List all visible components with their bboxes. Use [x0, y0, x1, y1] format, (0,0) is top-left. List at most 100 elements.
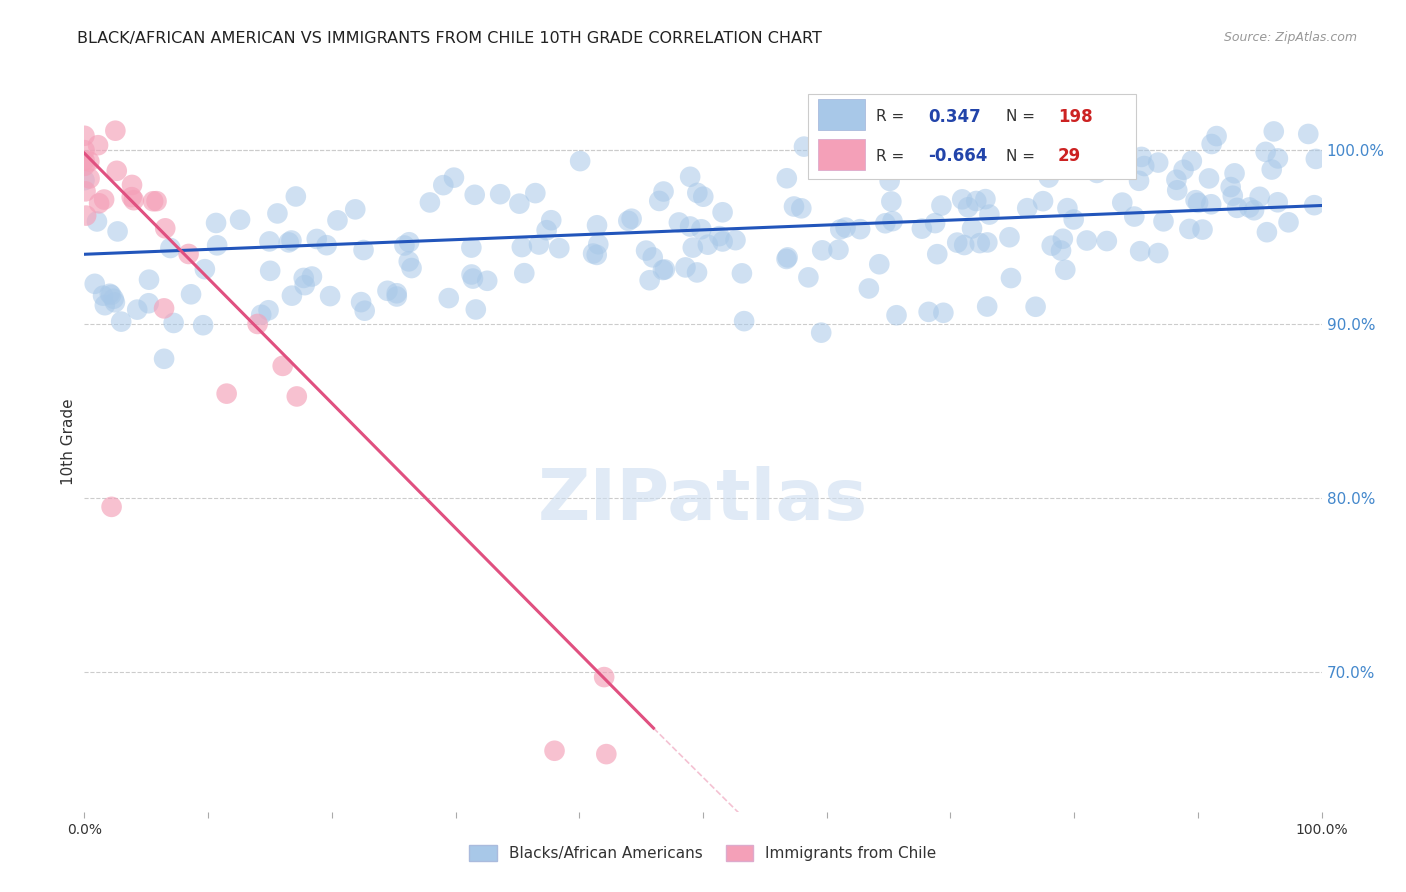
Point — [489, 187, 512, 202]
Point — [950, 192, 973, 206]
Point — [974, 192, 997, 206]
Point — [679, 219, 702, 234]
Point — [250, 308, 273, 322]
Point — [1085, 166, 1108, 180]
Point — [648, 194, 671, 208]
Text: 198: 198 — [1059, 108, 1092, 126]
Point — [73, 128, 96, 143]
Point — [797, 270, 820, 285]
FancyBboxPatch shape — [818, 139, 865, 170]
Point — [1201, 136, 1223, 151]
Point — [1063, 212, 1085, 227]
Point — [110, 315, 132, 329]
Point — [385, 289, 408, 303]
Point — [641, 251, 664, 265]
Point — [1239, 201, 1261, 215]
Point — [527, 237, 550, 252]
Point — [830, 222, 852, 236]
Point — [927, 247, 949, 261]
Legend: Blacks/African Americans, Immigrants from Chile: Blacks/African Americans, Immigrants fro… — [463, 838, 943, 867]
Point — [1267, 152, 1289, 166]
Point — [1012, 161, 1035, 175]
Point — [464, 187, 486, 202]
Point — [965, 194, 987, 208]
Point — [540, 213, 562, 227]
Point — [191, 318, 214, 333]
FancyBboxPatch shape — [818, 99, 865, 130]
Point — [696, 237, 718, 252]
Point — [294, 278, 316, 293]
Point — [1261, 162, 1284, 177]
Point — [259, 235, 281, 249]
Point — [1267, 195, 1289, 210]
Point — [155, 221, 177, 235]
Point — [1184, 193, 1206, 207]
Point — [281, 288, 304, 302]
Point — [153, 301, 176, 316]
Point — [1063, 146, 1085, 161]
Point — [91, 288, 114, 302]
Point — [1303, 198, 1326, 212]
Point — [1249, 190, 1271, 204]
Point — [73, 143, 96, 157]
Point — [205, 216, 228, 230]
Point — [595, 747, 617, 761]
Point — [811, 244, 834, 258]
Point — [1123, 210, 1146, 224]
Point — [911, 221, 934, 235]
Point — [536, 223, 558, 237]
Point — [588, 237, 610, 252]
Point — [979, 208, 1001, 222]
Point — [686, 265, 709, 279]
Point — [246, 317, 269, 331]
Point — [834, 220, 856, 235]
Point — [398, 254, 420, 268]
Point — [284, 189, 307, 203]
Point — [315, 238, 337, 252]
Point — [1254, 145, 1277, 159]
Point — [976, 235, 998, 250]
Point — [1128, 174, 1150, 188]
Point — [692, 190, 714, 204]
Point — [510, 240, 533, 254]
Point — [1050, 244, 1073, 258]
Point — [638, 273, 661, 287]
Text: N =: N = — [1007, 110, 1035, 125]
Point — [1166, 183, 1188, 197]
Point — [121, 190, 143, 204]
Point — [953, 238, 976, 252]
Point — [177, 247, 200, 261]
Point — [711, 205, 734, 219]
Point — [1181, 153, 1204, 168]
Point — [75, 209, 97, 223]
Point — [776, 171, 799, 186]
Point — [976, 300, 998, 314]
Point — [709, 229, 731, 244]
Point — [1076, 234, 1098, 248]
Point — [215, 386, 238, 401]
Point — [159, 241, 181, 255]
Text: Source: ZipAtlas.com: Source: ZipAtlas.com — [1223, 31, 1357, 45]
Point — [353, 243, 375, 257]
Point — [153, 351, 176, 366]
Point — [271, 359, 294, 373]
Point — [1153, 214, 1175, 228]
Point — [682, 241, 704, 255]
Point — [437, 291, 460, 305]
Point — [73, 159, 96, 173]
Point — [827, 243, 849, 257]
Point — [105, 163, 128, 178]
Point — [87, 196, 110, 211]
Point — [1025, 300, 1047, 314]
Point — [1056, 151, 1078, 165]
Point — [305, 232, 328, 246]
Point — [585, 248, 607, 262]
Point — [675, 260, 697, 275]
Point — [385, 286, 408, 301]
Point — [711, 235, 734, 249]
Point — [460, 268, 482, 282]
Point — [1130, 150, 1153, 164]
Point — [1052, 232, 1074, 246]
Point — [957, 200, 980, 214]
Point — [205, 238, 228, 252]
